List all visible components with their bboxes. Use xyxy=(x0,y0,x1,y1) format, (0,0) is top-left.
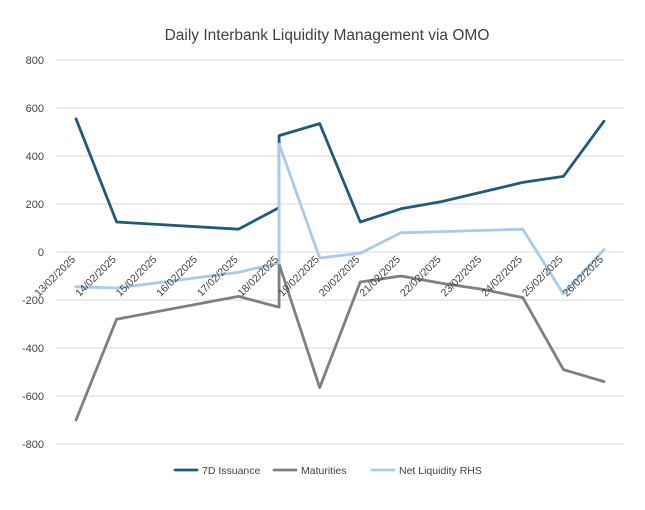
y-axis-ticks: 800 600 400 200 0 -200 -400 -600 -800 xyxy=(22,55,44,451)
x-axis-ticks: 13/02/202514/02/202515/02/202516/02/2025… xyxy=(32,254,606,300)
legend-label: Net Liquidity RHS xyxy=(399,465,482,477)
y-tick-label: 600 xyxy=(26,103,44,115)
x-tick-label: 23/02/2025 xyxy=(439,254,485,300)
series-line-0 xyxy=(74,117,606,231)
y-tick-label: 400 xyxy=(26,151,44,163)
chart-title: Daily Interbank Liquidity Management via… xyxy=(165,27,490,44)
y-tick-label: 200 xyxy=(26,199,44,211)
y-tick-label: -400 xyxy=(22,343,44,355)
legend-label: Maturities xyxy=(301,465,347,477)
x-tick-label: 26/02/2025 xyxy=(560,254,606,300)
legend-label: 7D Issuance xyxy=(202,465,261,477)
x-tick-label: 18/02/2025 xyxy=(236,254,282,300)
legend: 7D Issuance Maturities Net Liquidity RHS xyxy=(173,465,482,477)
series-lines xyxy=(74,117,606,422)
y-tick-label: 0 xyxy=(38,247,44,259)
gridlines xyxy=(56,59,624,445)
series-line-2 xyxy=(74,142,606,296)
x-tick-label: 14/02/2025 xyxy=(73,254,119,300)
x-tick-label: 13/02/2025 xyxy=(32,254,78,300)
x-tick-label: 15/02/2025 xyxy=(114,254,160,300)
series-line-1 xyxy=(74,262,606,422)
x-tick-label: 16/02/2025 xyxy=(154,254,200,300)
y-tick-label: -200 xyxy=(22,295,44,307)
y-tick-label: -800 xyxy=(22,439,44,451)
y-tick-label: -600 xyxy=(22,391,44,403)
y-tick-label: 800 xyxy=(26,55,44,67)
